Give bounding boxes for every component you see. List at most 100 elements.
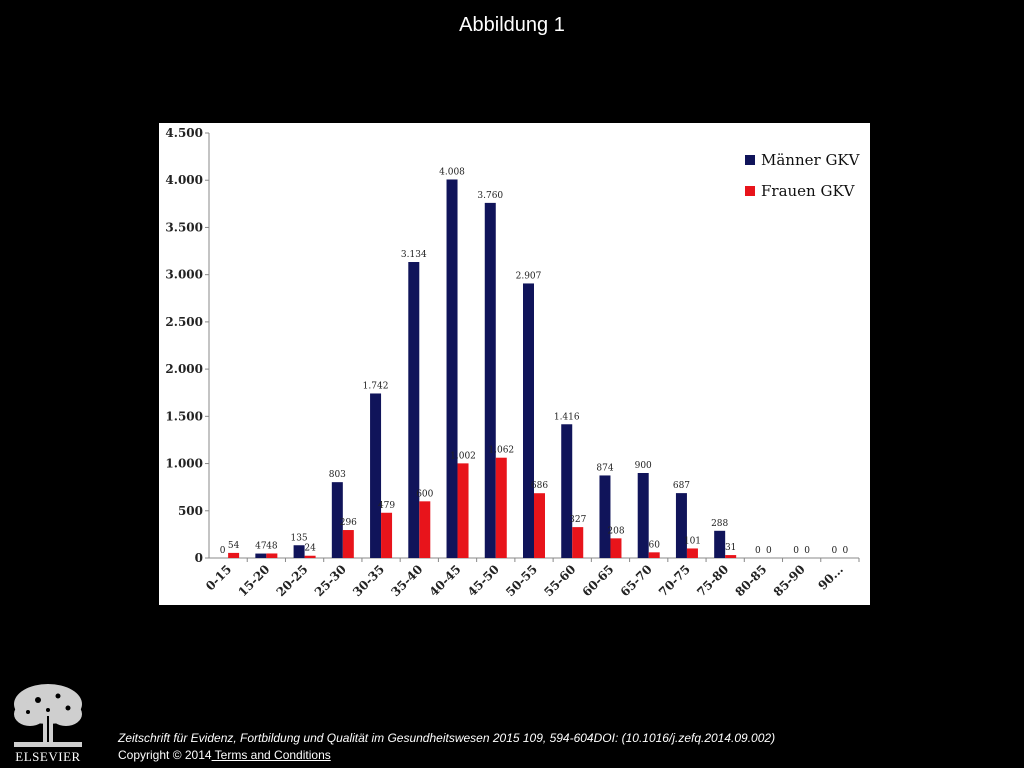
- x-tick-label: 85-90: [771, 562, 808, 599]
- bar-maenner: [714, 530, 726, 558]
- y-tick-label: 2.000: [165, 362, 203, 376]
- data-label-frauen: 208: [607, 526, 624, 536]
- bar-maenner: [561, 424, 573, 558]
- x-tick-label: 45-50: [465, 562, 502, 599]
- bar-maenner: [408, 262, 420, 558]
- y-tick-label: 1.500: [165, 409, 203, 423]
- data-label-frauen: 48: [266, 541, 278, 551]
- data-label-maenner: 0: [220, 546, 226, 556]
- bar-frauen: [342, 530, 354, 558]
- data-label-maenner: 0: [832, 546, 838, 556]
- terms-and-conditions-link[interactable]: Terms and Conditions: [211, 748, 331, 762]
- bar-maenner: [484, 202, 496, 558]
- legend-swatch-frauen: [745, 186, 755, 196]
- legend-label-frauen: Frauen GKV: [761, 182, 856, 200]
- data-label-frauen: 1.062: [488, 446, 514, 456]
- slide-title: Abbildung 1: [459, 14, 565, 36]
- x-tick-label: 80-85: [732, 562, 769, 599]
- bar-frauen: [648, 552, 660, 558]
- x-tick-label: 0-15: [203, 562, 234, 593]
- data-label-frauen: 600: [416, 489, 433, 499]
- y-tick-label: 4.500: [165, 126, 203, 140]
- data-label-frauen: 327: [569, 515, 586, 525]
- bar-maenner: [599, 475, 611, 558]
- bar-maenner: [331, 482, 343, 558]
- bar-frauen: [572, 527, 584, 558]
- x-tick-label: 55-60: [541, 562, 578, 599]
- bar-frauen: [457, 463, 469, 558]
- data-label-maenner: 3.760: [477, 191, 503, 201]
- bar-frauen: [304, 555, 316, 558]
- bar-maenner: [370, 393, 382, 558]
- y-tick-label: 0: [195, 551, 203, 565]
- bar-frauen: [228, 552, 240, 558]
- x-tick-label: 60-65: [580, 562, 617, 599]
- x-tick-label: 65-70: [618, 562, 655, 599]
- bar-frauen: [381, 512, 393, 558]
- x-tick-label: 25-30: [312, 562, 349, 599]
- bar-frauen: [534, 493, 545, 558]
- bar-frauen: [686, 548, 698, 558]
- y-tick-label: 2.500: [165, 315, 203, 329]
- copyright-line: Copyright © 2014 Terms and Conditions: [118, 748, 331, 762]
- y-tick-label: 4.000: [165, 173, 203, 187]
- x-tick-label: 70-75: [656, 562, 693, 599]
- chart-panel: 0 500 1.000 1.500 2.000 2.500 3.000 3.500 4.000 4…: [159, 123, 870, 605]
- data-label-maenner: 900: [635, 461, 652, 471]
- data-label-maenner: 3.134: [401, 250, 427, 260]
- data-label-maenner: 0: [755, 546, 761, 556]
- data-label-frauen: 60: [648, 540, 660, 550]
- data-label-frauen: 1.002: [450, 451, 476, 461]
- bar-frauen: [495, 457, 507, 558]
- data-label-frauen: 0: [804, 546, 810, 556]
- bar-frauen: [419, 501, 431, 558]
- x-tick-label: 50-55: [503, 562, 540, 599]
- data-label-frauen: 0: [766, 546, 772, 556]
- bar-frauen: [266, 553, 278, 558]
- data-label-frauen: 24: [304, 544, 316, 554]
- data-label-maenner: 1.742: [363, 381, 389, 391]
- x-tick-label: 15-20: [235, 562, 272, 599]
- data-label-frauen: 54: [228, 541, 240, 551]
- data-label-maenner: 803: [329, 470, 346, 480]
- data-label-frauen: 479: [378, 501, 395, 511]
- elsevier-wordmark: ELSEVIER: [15, 749, 81, 764]
- bar-maenner: [293, 545, 305, 558]
- y-tick-label: 1.000: [165, 457, 203, 471]
- data-label-maenner: 2.907: [516, 271, 542, 281]
- y-tick-label: 3.500: [165, 220, 203, 234]
- data-label-maenner: 135: [290, 533, 307, 543]
- bar-maenner: [446, 179, 458, 558]
- legend-label-maenner: Männer GKV: [761, 151, 861, 169]
- bar-maenner: [255, 553, 267, 558]
- x-tick-label: 75-80: [694, 562, 731, 599]
- bar-maenner: [523, 283, 534, 558]
- legend-swatch-maenner: [745, 155, 755, 165]
- x-tick-label: 20-25: [274, 562, 311, 599]
- data-label-frauen: 101: [684, 536, 701, 546]
- data-label-frauen: 296: [340, 518, 357, 528]
- data-label-maenner: 687: [673, 481, 690, 491]
- citation: Zeitschrift für Evidenz, Fortbildung und…: [118, 731, 776, 745]
- copyright-text: Copyright © 2014: [118, 748, 212, 762]
- data-label-maenner: 47: [255, 542, 267, 552]
- x-tick-label: 90...: [815, 562, 846, 593]
- data-label-maenner: 0: [793, 546, 799, 556]
- data-label-frauen: 0: [843, 546, 849, 556]
- bar-chart: 0 500 1.000 1.500 2.000 2.500 3.000 3.500 4.000 4…: [165, 126, 861, 599]
- data-label-frauen: 31: [725, 543, 736, 553]
- data-label-maenner: 4.008: [439, 167, 465, 177]
- x-tick-label: 40-45: [427, 562, 464, 599]
- bar-maenner: [675, 493, 687, 558]
- x-tick-label: 30-35: [350, 562, 387, 599]
- bar-frauen: [725, 555, 737, 558]
- y-tick-label: 500: [178, 504, 203, 518]
- y-tick-label: 3.000: [165, 268, 203, 282]
- data-label-maenner: 1.416: [554, 412, 580, 422]
- x-tick-label: 35-40: [388, 562, 425, 599]
- elsevier-tree-logo: [8, 682, 88, 766]
- data-label-frauen: 686: [531, 481, 548, 491]
- data-label-maenner: 288: [711, 519, 728, 529]
- data-label-maenner: 874: [596, 463, 613, 473]
- bar-frauen: [610, 538, 622, 558]
